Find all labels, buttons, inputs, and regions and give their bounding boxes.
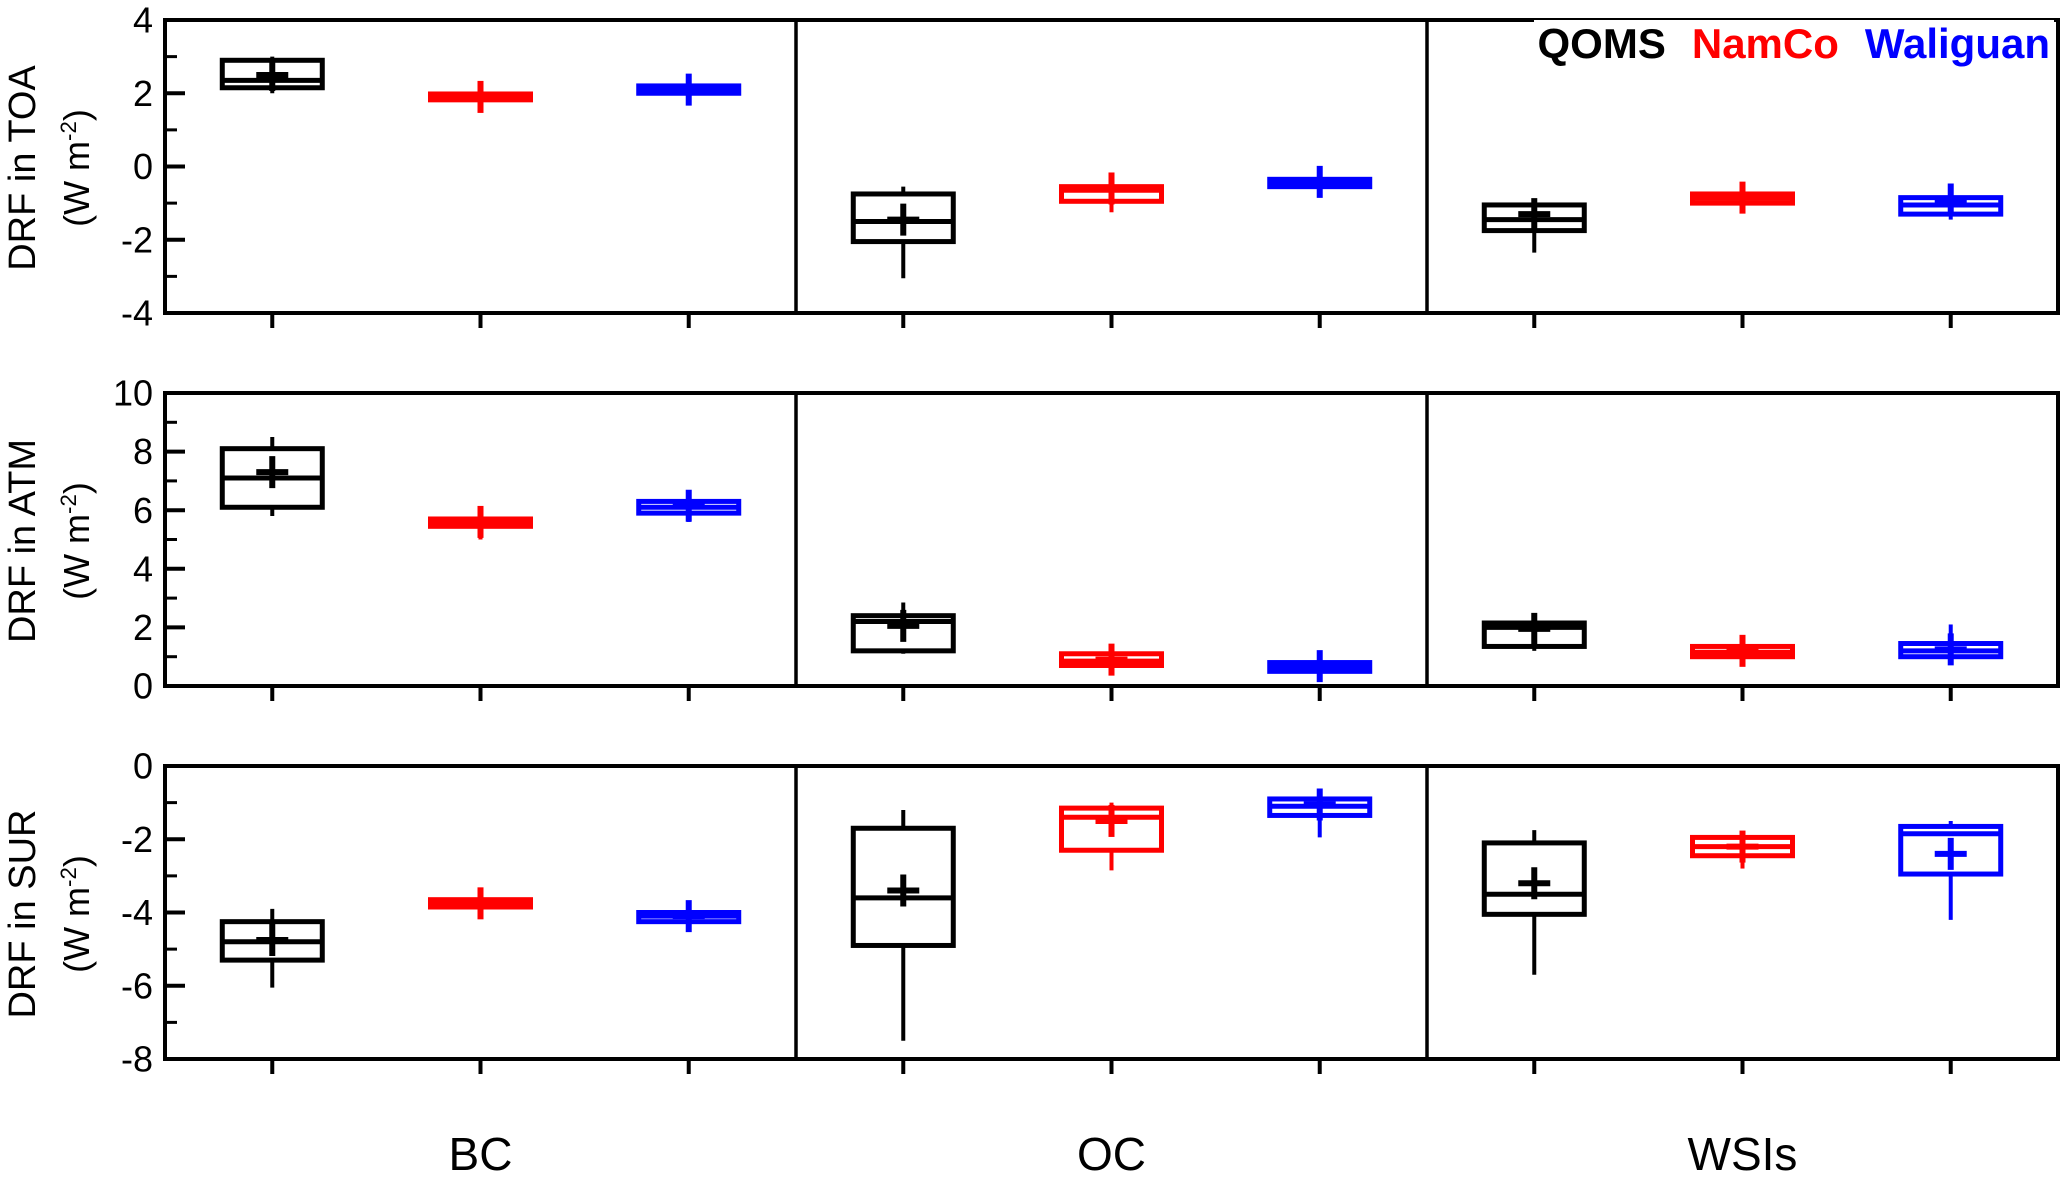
y-axis-label-toa: DRF in TOA (W m-2) — [0, 0, 100, 373]
plot-sur: -8 -6 -4 -2 0 — [121, 746, 2060, 1080]
y-tick-label: 0 — [133, 746, 153, 787]
panel-row-sur: DRF in SUR (W m-2) -8 -6 -4 -2 0 — [0, 746, 2068, 1119]
y-tick-label: 0 — [133, 666, 153, 707]
y-tick-label: -2 — [121, 219, 153, 260]
y-tick-label: -2 — [121, 819, 153, 860]
plot-atm: 0 2 4 6 8 10 — [113, 373, 2060, 707]
y-axis-unit-sur: (W m-2) — [56, 854, 97, 973]
y-tick-label: 2 — [133, 73, 153, 114]
box — [1481, 840, 1587, 917]
legend: QOMS NamCo Waliguan — [1533, 20, 2054, 68]
y-tick-label: 6 — [133, 490, 153, 531]
legend-namco: NamCo — [1691, 20, 1839, 67]
y-tick-label: 4 — [133, 548, 153, 589]
y-tick-label: -4 — [121, 293, 153, 334]
plot-area-toa: -4 -2 0 2 4 — [100, 0, 2068, 373]
panel-row-toa: DRF in TOA (W m-2) -4 -2 0 2 4 — [0, 0, 2068, 373]
y-tick-label: 10 — [113, 373, 153, 414]
y-tick-label: 2 — [133, 607, 153, 648]
y-axis-unit-atm: (W m-2) — [56, 481, 97, 600]
y-axis-title-atm: DRF in ATM — [2, 438, 44, 643]
y-tick-label: 0 — [133, 146, 153, 187]
x-label-oc: OC — [1077, 1128, 1146, 1180]
y-tick-label: 4 — [133, 0, 153, 41]
y-tick-label: -8 — [121, 1039, 153, 1080]
y-axis-unit-toa: (W m-2) — [56, 108, 97, 227]
y-tick-label: -4 — [121, 892, 153, 933]
plot-area-atm: 0 2 4 6 8 10 — [100, 373, 2068, 746]
y-tick-label: -6 — [121, 965, 153, 1006]
plot-toa: -4 -2 0 2 4 — [121, 0, 2060, 334]
x-label-bc: BC — [448, 1128, 513, 1180]
legend-waliguan: Waliguan — [1864, 20, 2050, 67]
y-tick-label: 8 — [133, 431, 153, 472]
legend-qoms: QOMS — [1537, 20, 1666, 67]
y-axis-label-sur: DRF in SUR (W m-2) — [0, 746, 100, 1119]
y-axis-title-sur: DRF in SUR — [2, 809, 44, 1019]
y-axis-label-atm: DRF in ATM (W m-2) — [0, 373, 100, 746]
x-label-wsis: WSIs — [1687, 1128, 1798, 1180]
plot-area-sur: -8 -6 -4 -2 0 — [100, 746, 2068, 1119]
box — [850, 825, 956, 948]
y-axis-title-toa: DRF in TOA — [2, 65, 44, 271]
panel-row-atm: DRF in ATM (W m-2) 0 2 4 6 8 10 — [0, 373, 2068, 746]
x-axis-labels: BC OC WSIs — [165, 1119, 2058, 1200]
frame — [163, 391, 2060, 688]
